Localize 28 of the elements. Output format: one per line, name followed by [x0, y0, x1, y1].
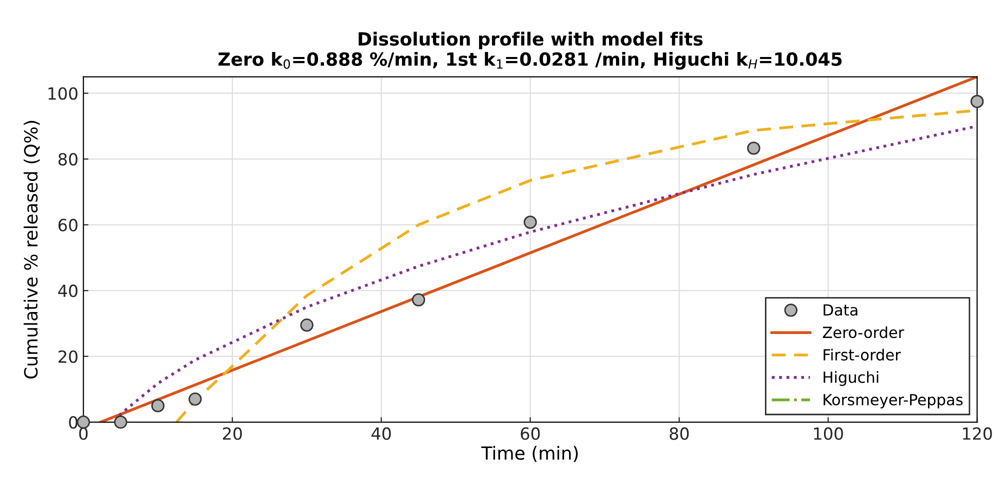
- point: [747, 142, 760, 155]
- point: [114, 416, 128, 429]
- x-tick-label: 120: [963, 427, 992, 440]
- legend-label: Higuchi: [824, 371, 878, 386]
- y-tick-label: 20: [58, 350, 78, 363]
- point: [300, 318, 314, 332]
- y-tick-label: 80: [58, 152, 78, 166]
- x-tick-label: 40: [372, 427, 391, 440]
- chart-title: Dissolution profile with model fits Zero k$_{0}$=0.888 %/min, 1st k$_{1}$=0.0281 /min, Higuchi k$_{H}$=10.045: [218, 32, 842, 70]
- point: [188, 392, 202, 406]
- point: [524, 216, 537, 229]
- point: [412, 293, 426, 306]
- x-tick-label: 20: [222, 427, 242, 440]
- y-tick-label: 0: [69, 416, 78, 429]
- legend-label: Data: [824, 304, 858, 316]
- x-tick-label: 80: [670, 427, 689, 440]
- point: [970, 94, 984, 108]
- legend-label: Zero-order: [822, 326, 904, 338]
- point: [151, 399, 164, 412]
- legend-label: Korsmeyer-Peppas: [824, 394, 963, 408]
- y-tick-label: 60: [58, 218, 78, 232]
- legend-label: First-order: [824, 348, 901, 361]
- x-tick-label: 60: [520, 427, 540, 440]
- y-axis-title: Cumulative % released (Q%): [24, 120, 40, 379]
- x-axis-title: Time (min): [481, 446, 578, 462]
- y-tick-label: 40: [58, 284, 78, 298]
- y-tick-label: 100: [48, 87, 78, 100]
- x-tick-label: 100: [814, 427, 843, 440]
